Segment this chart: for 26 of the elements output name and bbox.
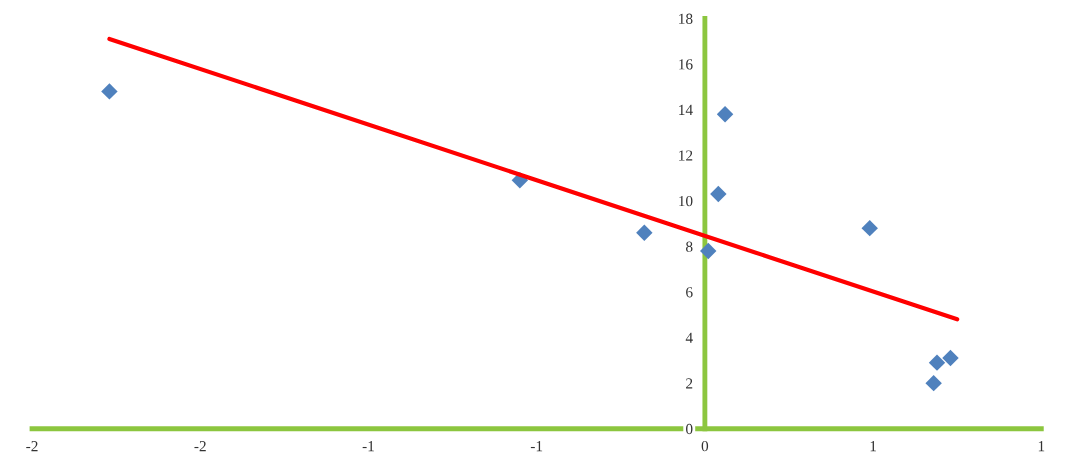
x-tick-label: 1 (870, 441, 876, 452)
y-tick-label: 14 (679, 104, 693, 115)
point (925, 374, 942, 392)
y-tick-label: 12 (679, 150, 693, 161)
y-tick-label: 0 (686, 423, 693, 435)
point (700, 242, 717, 260)
x-tick-label: -1 (362, 441, 374, 452)
y-tick-label: 6 (686, 287, 693, 298)
x-tick-label: -1 (530, 441, 543, 452)
y-tick-label: 4 (685, 332, 693, 343)
y-tick-label: 2 (686, 378, 693, 389)
x-tick-label: -2 (194, 441, 206, 452)
x-tick-label: 0 (701, 440, 709, 452)
point (861, 219, 878, 237)
point (942, 349, 959, 367)
point (636, 224, 653, 241)
point (710, 185, 727, 203)
y-tick-label: 8 (686, 241, 693, 252)
x-tick-label: 1 (1038, 441, 1045, 452)
point (101, 83, 118, 100)
y-tick-label: 10 (679, 195, 693, 207)
y-tick-label: 16 (679, 59, 693, 70)
point (928, 354, 946, 371)
point (716, 105, 734, 123)
y-tick-label: 18 (679, 13, 693, 24)
x-tick-label: -2 (26, 441, 38, 452)
